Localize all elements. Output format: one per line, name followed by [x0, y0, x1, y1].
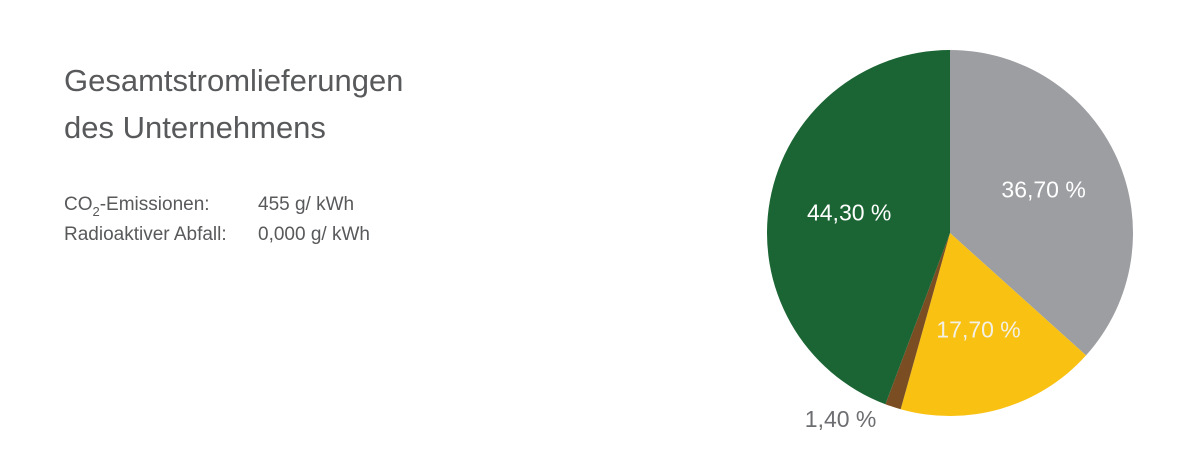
- data-label: 36,70 %: [1001, 176, 1085, 202]
- data-label: 1,40 %: [805, 406, 877, 432]
- info-label: CO2-Emissionen:: [64, 194, 210, 219]
- data-label: 17,70 %: [936, 316, 1020, 342]
- info-value: 0,000 g/ kWh: [258, 224, 370, 245]
- pie-slice: [766, 50, 950, 405]
- info-value: 455 g/ kWh: [258, 194, 354, 215]
- pie-slice: [950, 50, 1133, 356]
- pie-slice: [885, 233, 950, 410]
- info-label-part: CO: [64, 194, 93, 215]
- pie-slice: [900, 233, 1087, 417]
- info-label-part: 2: [93, 204, 100, 219]
- info-label-part: -Emissionen:: [100, 194, 210, 215]
- chart-title: des Unternehmens: [64, 110, 326, 145]
- data-label: 44,30 %: [807, 200, 891, 226]
- info-label: Radioaktiver Abfall:: [64, 224, 227, 245]
- chart-title: Gesamtstromlieferungen: [64, 63, 403, 98]
- info-label-part: Radioaktiver Abfall:: [64, 224, 227, 245]
